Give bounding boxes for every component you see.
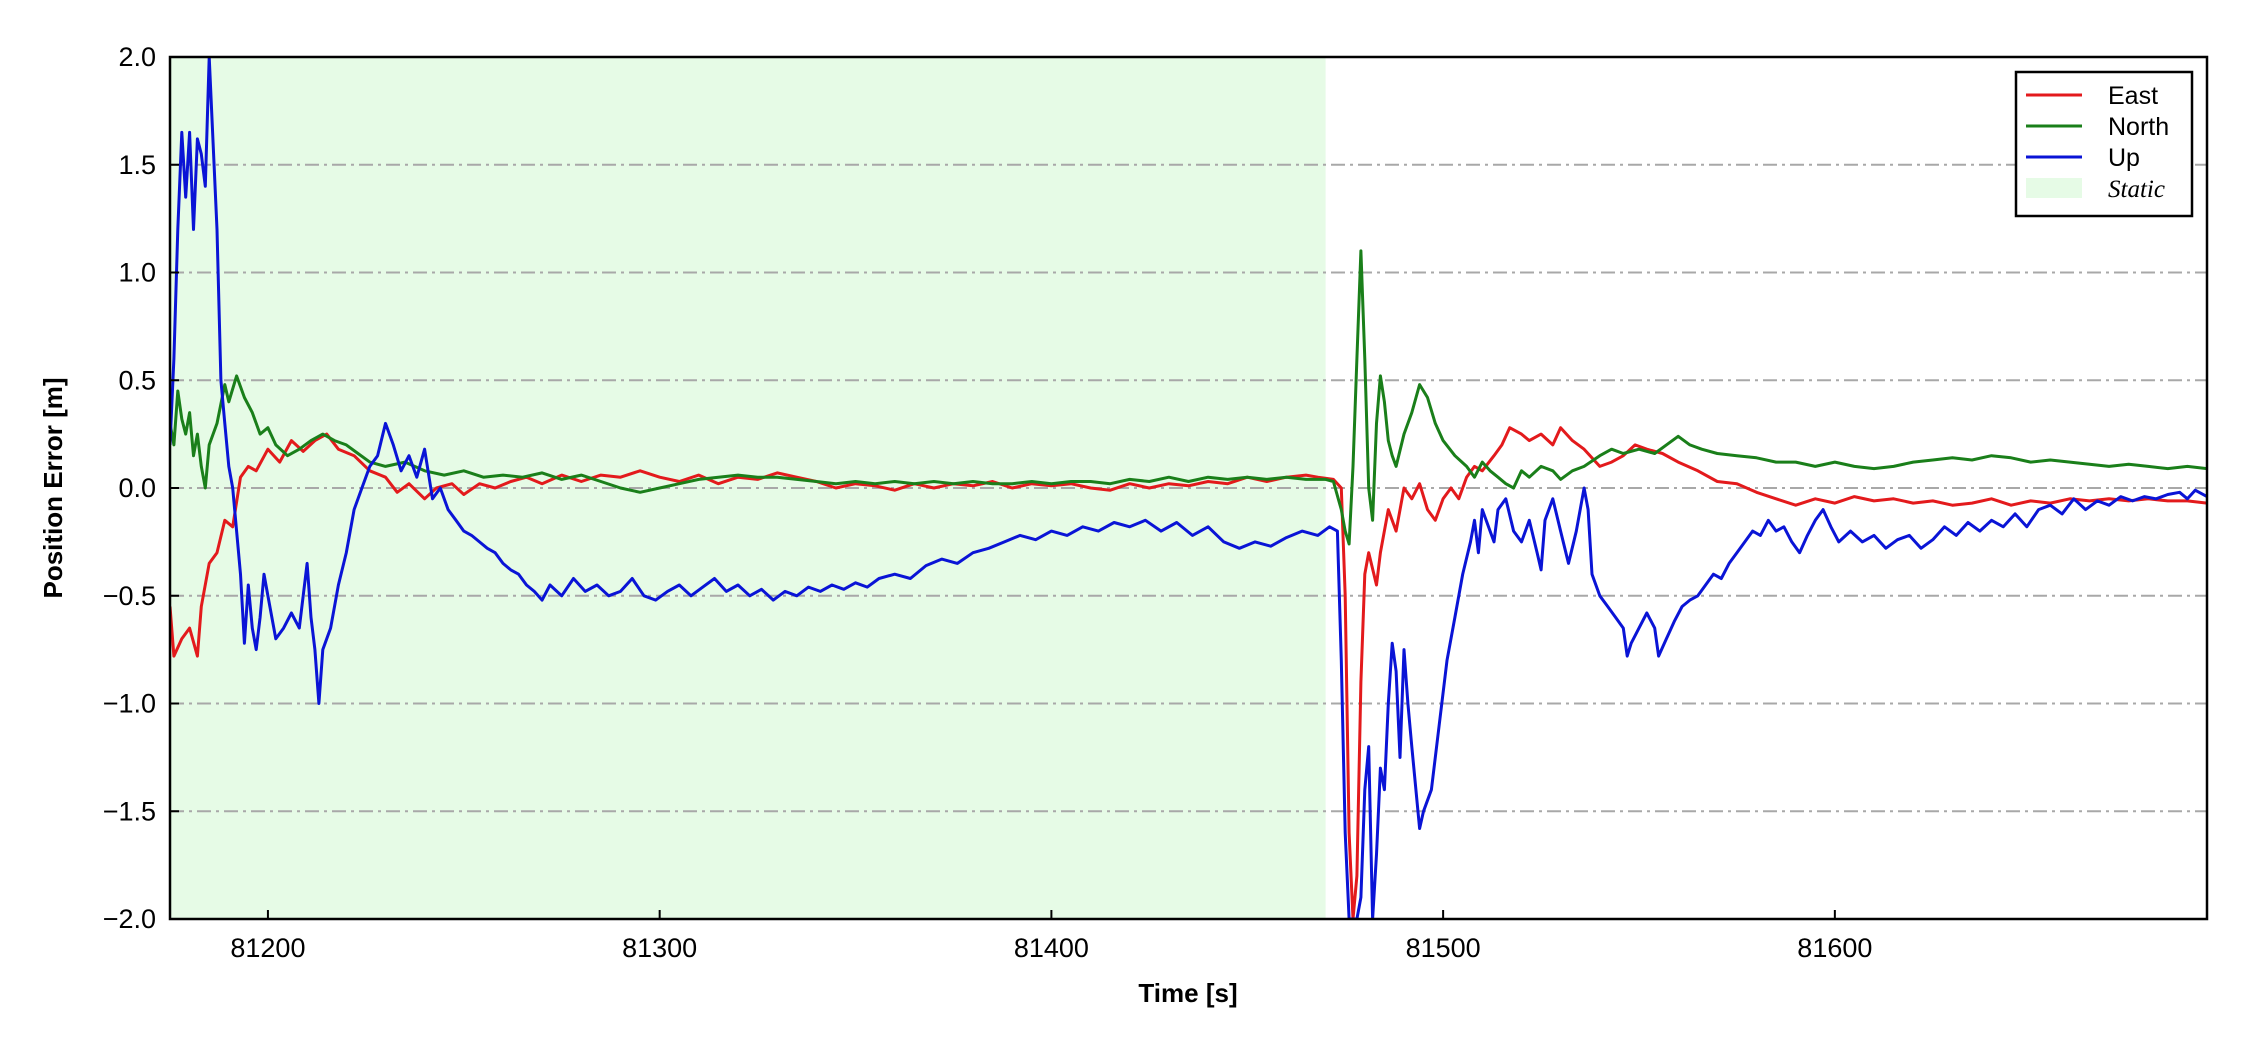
tick-layer: 2.0 1.5 1.0 0.5 0.0 −0.5 −1.0 −1.5 −2.0 81200 8130… (103, 42, 1873, 963)
grid-layer (170, 163, 2207, 813)
y-tick-label: −0.5 (103, 581, 156, 611)
x-tick-label: 81200 (230, 933, 305, 963)
y-tick-label: −1.5 (103, 796, 156, 826)
y-tick-label: 2.0 (118, 42, 156, 72)
y-tick-label: 1.0 (118, 258, 156, 288)
legend-label-up: Up (2108, 144, 2140, 172)
legend: East North Up Static (2014, 70, 2194, 218)
y-tick-label: −1.0 (103, 689, 156, 719)
legend-label-east: East (2108, 82, 2158, 110)
series-line-up (170, 57, 2207, 919)
series-layer (170, 57, 2207, 919)
y-tick-label: −2.0 (103, 904, 156, 934)
legend-label-north: North (2108, 113, 2169, 141)
y-tick-label: 0.5 (118, 365, 156, 395)
x-tick-label: 81300 (622, 933, 697, 963)
y-tick-label: 1.5 (118, 150, 156, 180)
legend-swatch-static (2026, 178, 2082, 198)
x-tick-label: 81400 (1014, 933, 1089, 963)
y-tick-label: 0.0 (118, 473, 156, 503)
legend-label-static: Static (2108, 176, 2165, 203)
x-tick-label: 81500 (1406, 933, 1481, 963)
x-tick-label: 81600 (1797, 933, 1872, 963)
y-axis-title: Position Error [m] (38, 377, 68, 598)
series-line-north (170, 249, 2207, 546)
x-axis-title: Time [s] (1138, 978, 1237, 1008)
